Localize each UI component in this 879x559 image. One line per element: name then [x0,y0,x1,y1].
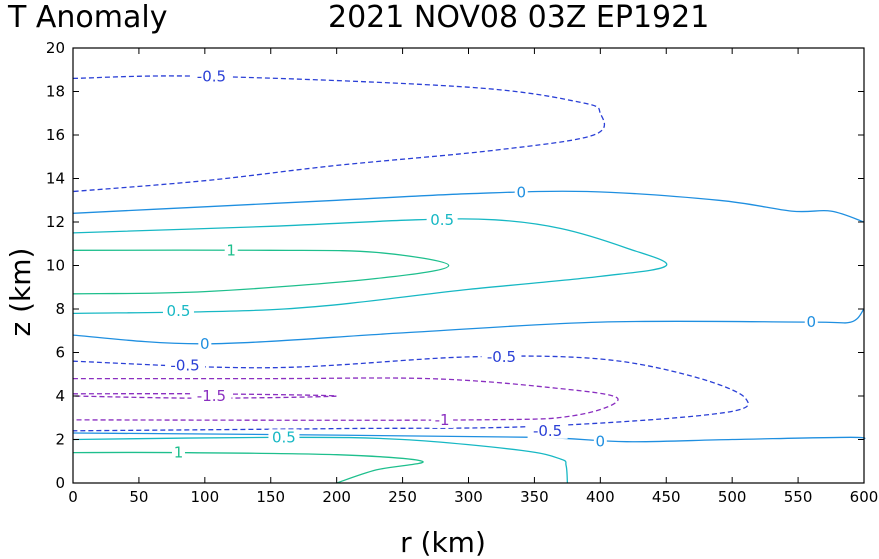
contour-line-8 [72,393,338,399]
contour-label-bg [431,411,454,428]
x-tick-label: 300 [454,488,483,506]
contour-label-bg [268,429,300,446]
x-axis-label: r (km) [400,526,486,559]
contour-label-bg [165,357,206,374]
x-tick-label: 0 [68,488,78,506]
contour-line-4 [72,249,450,295]
contour-label: 0 [806,313,816,331]
y-tick-label: 10 [46,257,65,275]
contour-line-1 [72,190,865,223]
x-tick-label: 450 [652,488,681,506]
contour-label: -1.5 [197,387,226,405]
x-tick-label: 350 [520,488,549,506]
x-tick-label: 550 [784,488,813,506]
y-tick-label: 18 [46,83,65,101]
x-tick-label: 500 [718,488,747,506]
contour-label: -0.5 [487,348,516,366]
contour-label: 0 [516,184,526,202]
chart-title-right: 2021 NOV08 03Z EP1921 [328,0,709,35]
contour-line-2 [72,218,668,315]
chart-title-left: T Anomaly [7,0,167,35]
x-tick-label: 250 [388,488,417,506]
x-tick-label: 600 [850,488,879,506]
y-tick-label: 20 [46,39,65,57]
y-tick-label: 2 [55,431,65,449]
contour-label-bg [191,68,232,85]
contour-label-bg [593,433,607,450]
contour-label: -0.5 [197,67,226,85]
contour-line-11 [72,436,569,484]
contour-label-bg [162,303,194,320]
y-tick-label: 4 [55,387,65,405]
contour-label-bg [804,314,818,331]
y-tick-label: 16 [46,126,65,144]
y-tick-label: 8 [55,300,65,318]
contour-line-10 [72,432,866,443]
contour-lines [72,75,866,484]
contour-label: -1 [435,411,450,429]
x-tick-label: 100 [191,488,220,506]
contour-label-bg [198,335,212,352]
contour-label-bg [514,184,528,201]
y-tick-label: 12 [46,213,65,231]
y-axis-label: z (km) [4,248,37,337]
x-tick-label: 50 [129,488,148,506]
contour-label-bg [191,388,232,404]
contour-label: 1 [226,241,236,259]
contour-line-0 [72,75,606,193]
contour-label-bg [527,422,568,439]
contour-label-bg [171,444,185,461]
x-tick-label: 150 [256,488,285,506]
contour-label-bg [224,242,238,259]
y-tick-label: 0 [55,474,65,492]
y-tick-label: 14 [46,170,65,188]
contour-label: 1 [174,444,184,462]
contour-label: -0.5 [533,422,562,440]
contour-label: -0.5 [170,357,199,375]
x-axis: 0 50 100 150 200 250 300 350 400 450 500 550 600 [68,48,878,506]
contour-label: 0.5 [272,428,296,446]
contour-label-bg [426,211,458,228]
contour-label: 0.5 [430,211,454,229]
contour-label: 0 [200,335,210,353]
plot-frame [72,47,865,484]
contour-line-7 [72,377,619,421]
y-tick-label: 6 [55,344,65,362]
contour-label: 0.5 [167,302,191,320]
contour-label: 0 [596,433,606,451]
contour-label-bg [481,348,522,365]
x-tick-label: 200 [322,488,351,506]
x-tick-label: 400 [586,488,615,506]
contour-line-12 [72,451,424,484]
contour-line-6 [72,355,749,432]
